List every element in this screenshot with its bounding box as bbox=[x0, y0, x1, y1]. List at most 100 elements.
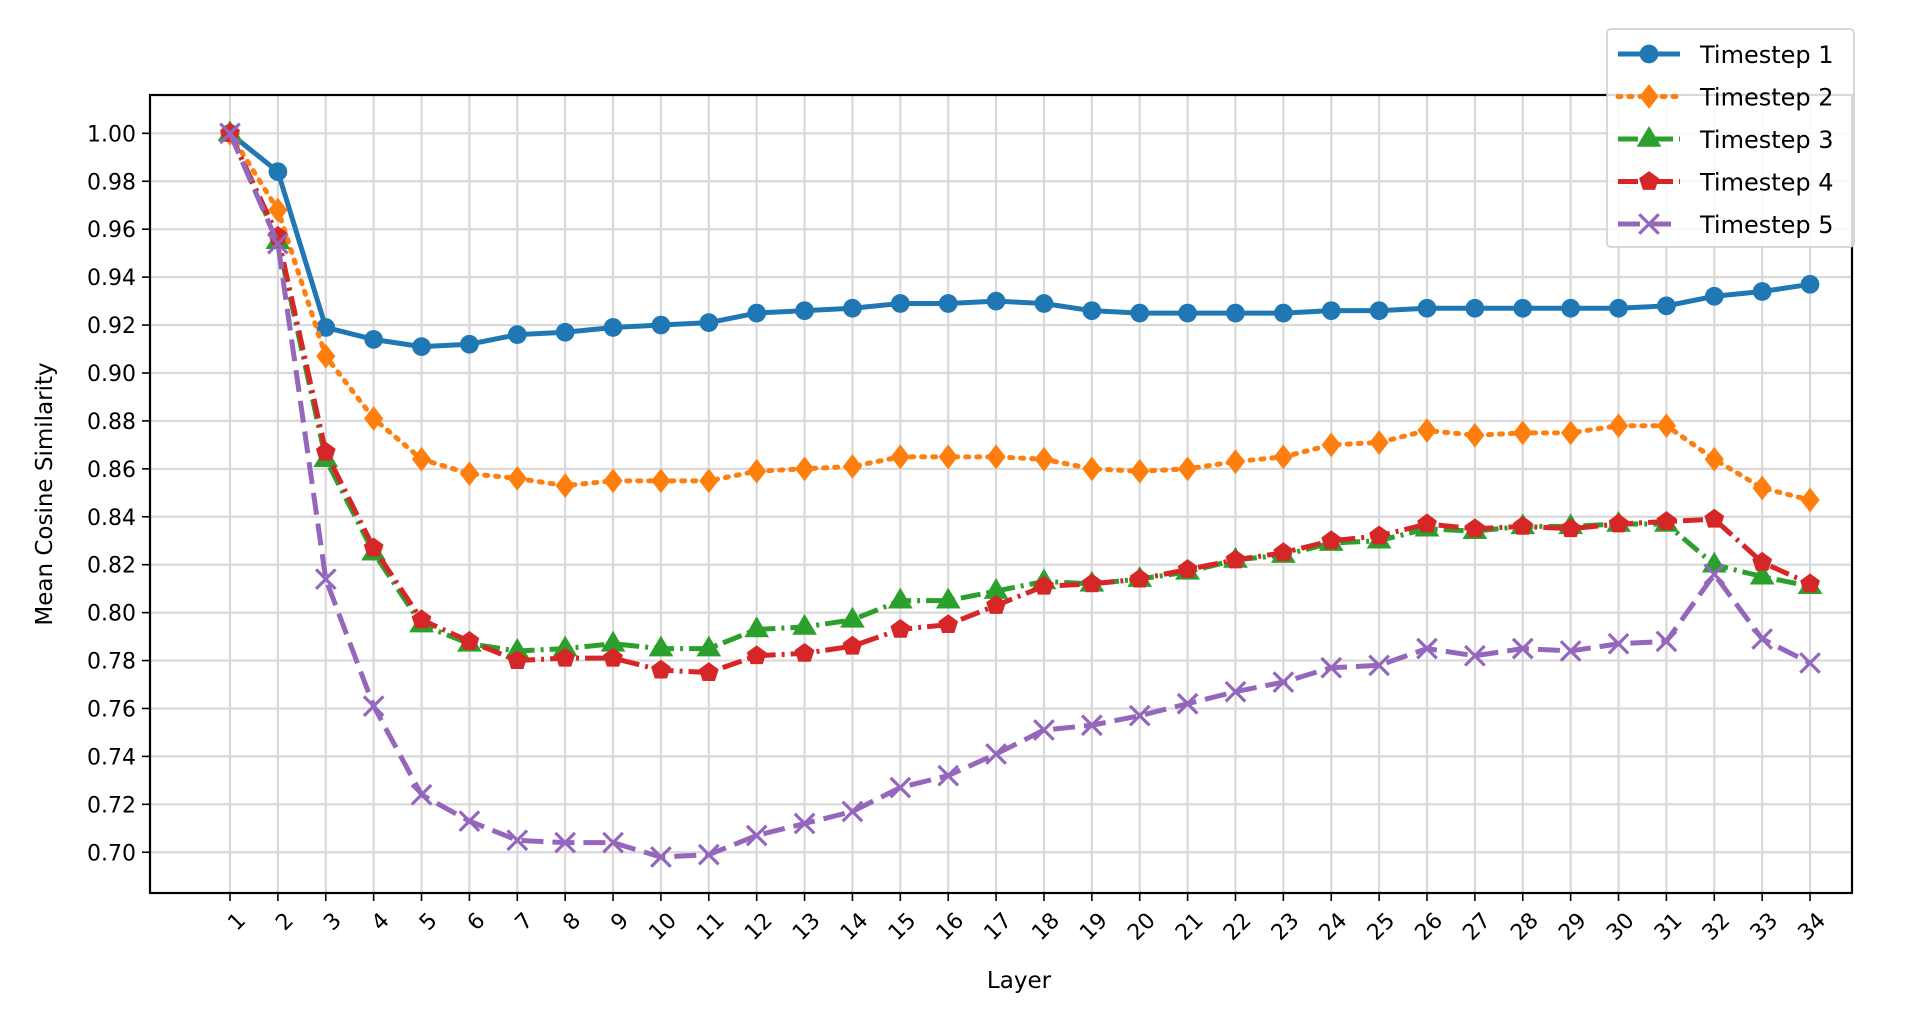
data-point bbox=[411, 609, 432, 629]
x-axis-label: Layer bbox=[987, 968, 1052, 994]
data-point bbox=[1272, 671, 1295, 693]
data-point bbox=[507, 325, 527, 344]
data-point bbox=[1465, 298, 1485, 318]
data-point bbox=[651, 315, 671, 335]
data-point bbox=[1511, 637, 1534, 660]
y-tick-label: 0.86 bbox=[87, 458, 136, 483]
data-point bbox=[1656, 413, 1677, 439]
data-point bbox=[1800, 274, 1820, 294]
data-point bbox=[696, 635, 722, 657]
data-point bbox=[890, 294, 910, 313]
legend: Timestep 1 Timestep 2 Timestep 3 Timestep 4… bbox=[1606, 28, 1855, 248]
data-point bbox=[364, 330, 384, 349]
series-5 bbox=[219, 122, 1821, 868]
data-point bbox=[315, 441, 336, 461]
y-tick-label: 0.70 bbox=[87, 841, 136, 866]
legend-item: Timestep 1 bbox=[1618, 41, 1834, 69]
data-point bbox=[1639, 171, 1659, 190]
data-point bbox=[1513, 420, 1533, 446]
y-tick-label: 0.72 bbox=[87, 793, 136, 818]
data-point bbox=[1034, 294, 1054, 313]
data-point bbox=[1321, 301, 1341, 321]
data-point bbox=[1224, 680, 1247, 703]
data-point bbox=[938, 444, 958, 470]
data-point bbox=[887, 587, 913, 609]
data-point bbox=[603, 318, 623, 337]
data-point bbox=[1417, 513, 1437, 533]
data-point bbox=[1704, 286, 1724, 306]
data-point bbox=[555, 322, 575, 342]
data-point bbox=[1176, 692, 1199, 715]
data-point bbox=[699, 313, 719, 333]
y-tick-label: 0.94 bbox=[87, 266, 136, 291]
data-point bbox=[555, 647, 576, 667]
data-point bbox=[1369, 430, 1389, 455]
data-point bbox=[1704, 508, 1725, 528]
data-point bbox=[504, 637, 530, 659]
y-tick-label: 0.76 bbox=[87, 697, 136, 722]
data-point bbox=[1082, 301, 1102, 321]
data-point bbox=[459, 630, 480, 650]
data-point bbox=[268, 197, 288, 223]
data-point bbox=[747, 458, 767, 484]
data-point bbox=[1034, 446, 1054, 472]
data-point bbox=[1512, 515, 1533, 535]
legend-item: Timestep 5 bbox=[1618, 211, 1834, 239]
series-line bbox=[228, 131, 1811, 350]
data-point bbox=[1704, 446, 1724, 472]
data-point bbox=[314, 568, 337, 590]
data-point bbox=[697, 843, 720, 866]
data-point bbox=[1559, 640, 1582, 662]
data-point bbox=[552, 635, 578, 657]
data-point bbox=[794, 642, 815, 662]
data-point bbox=[364, 406, 384, 431]
data-point bbox=[410, 783, 433, 806]
legend-box bbox=[1606, 28, 1855, 248]
series-line bbox=[227, 132, 1811, 654]
data-point bbox=[554, 831, 577, 854]
data-point bbox=[648, 635, 674, 657]
data-point bbox=[985, 743, 1007, 765]
y-tick-label: 0.84 bbox=[87, 506, 136, 531]
data-point bbox=[363, 537, 384, 557]
y-tick-label: 0.90 bbox=[87, 362, 136, 387]
data-point bbox=[889, 776, 912, 799]
legend-item: Timestep 2 bbox=[1615, 84, 1834, 112]
data-point bbox=[935, 587, 961, 609]
data-point bbox=[555, 473, 575, 498]
data-point bbox=[840, 606, 865, 628]
data-point bbox=[1274, 303, 1293, 323]
plot-frame bbox=[148, 93, 1854, 895]
y-tick-label: 0.78 bbox=[87, 650, 136, 675]
data-point bbox=[603, 647, 623, 667]
data-point bbox=[1607, 632, 1630, 655]
y-tick-label: 0.82 bbox=[87, 554, 136, 579]
data-point bbox=[507, 466, 527, 491]
data-point bbox=[1799, 652, 1821, 674]
data-point bbox=[1129, 568, 1150, 588]
legend-label: Timestep 5 bbox=[1699, 211, 1834, 239]
data-point bbox=[937, 764, 960, 787]
data-point bbox=[1081, 573, 1102, 593]
data-point bbox=[507, 650, 528, 669]
data-point bbox=[1657, 296, 1676, 316]
y-axis-ticks: 0.70 0.72 0.74 0.76 0.78 0.80 0.82 0.84 0.86 0.88… bbox=[87, 122, 150, 866]
data-point bbox=[1639, 44, 1659, 64]
data-point bbox=[1320, 656, 1343, 679]
data-point bbox=[1703, 563, 1726, 586]
data-point bbox=[651, 659, 671, 679]
data-point bbox=[460, 334, 479, 354]
series-line bbox=[227, 130, 1813, 503]
data-point bbox=[412, 337, 431, 356]
data-point bbox=[1636, 126, 1662, 147]
y-tick-label: 0.92 bbox=[87, 314, 136, 339]
grid-lines bbox=[150, 95, 1852, 893]
data-point bbox=[1177, 456, 1198, 482]
data-point bbox=[1416, 637, 1438, 660]
series-group bbox=[217, 120, 1823, 868]
series-line bbox=[227, 132, 1812, 860]
data-point bbox=[268, 162, 288, 182]
data-point bbox=[1369, 301, 1389, 321]
y-axis-label: Mean Cosine Similarity bbox=[32, 362, 58, 625]
data-point bbox=[1749, 563, 1775, 585]
